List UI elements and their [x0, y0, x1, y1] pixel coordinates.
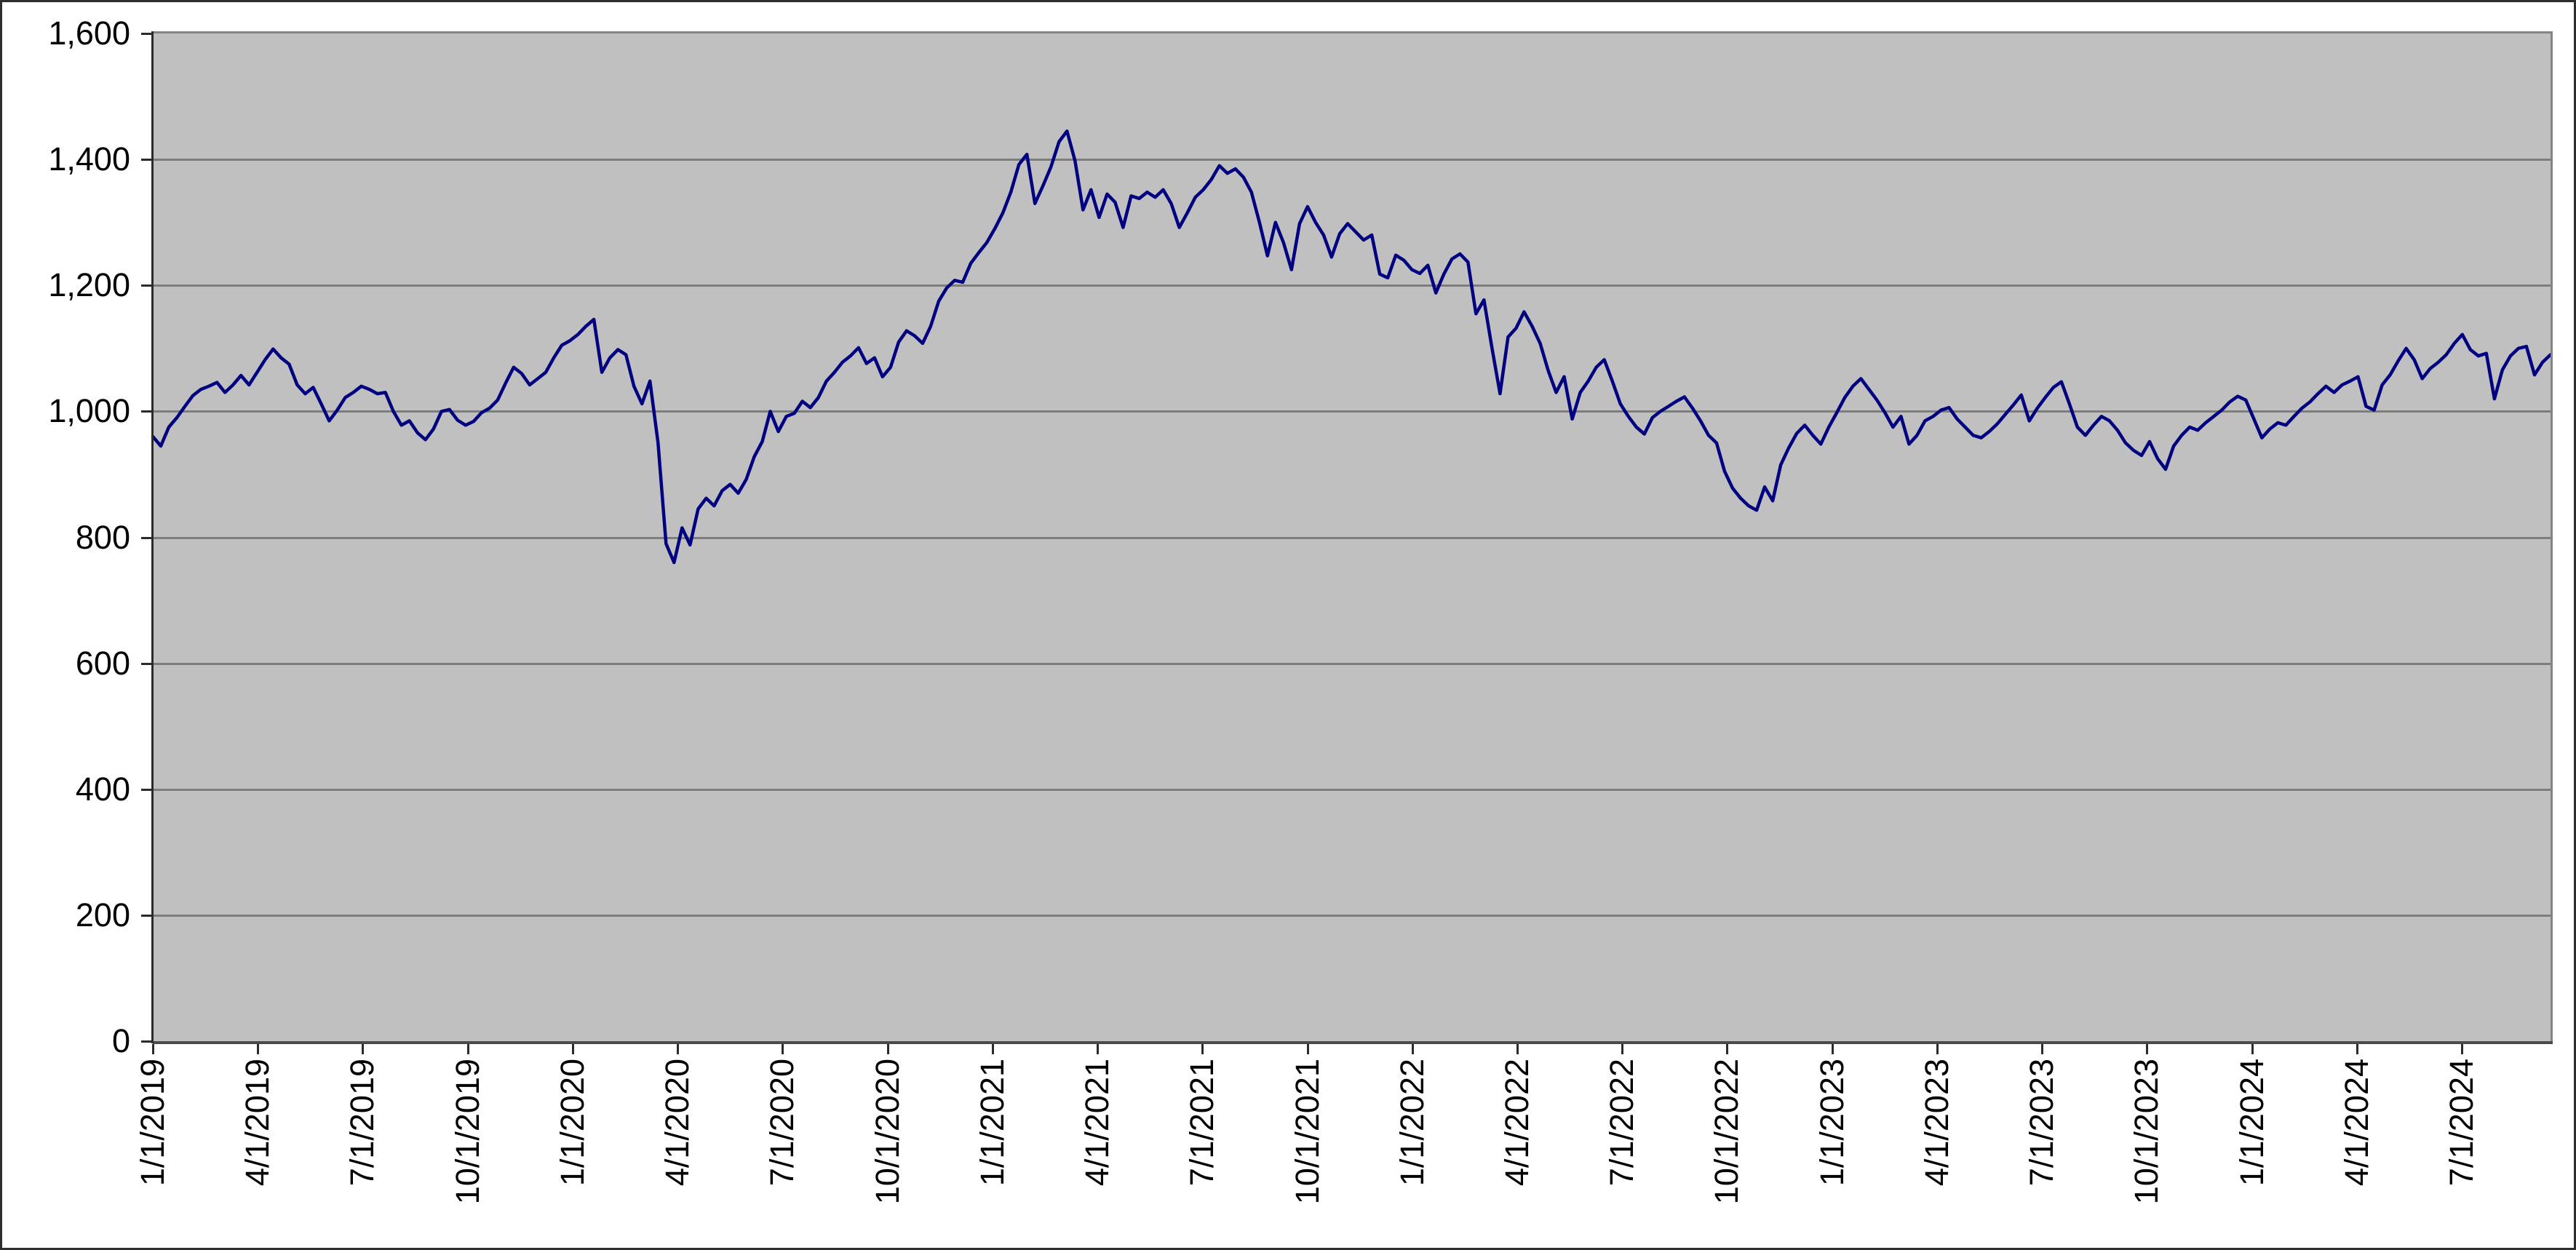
x-axis-tick — [782, 1044, 784, 1054]
y-axis-label: 1,000 — [48, 392, 130, 430]
x-axis-tick — [886, 1044, 889, 1054]
y-axis-tick — [141, 536, 153, 539]
x-axis-tick — [677, 1044, 680, 1054]
y-axis-tick — [141, 662, 153, 665]
y-axis-tick — [141, 788, 153, 791]
x-axis-tick — [362, 1044, 365, 1054]
x-axis-tick — [152, 1044, 154, 1054]
x-axis-tick — [2251, 1044, 2254, 1054]
y-axis-label: 200 — [75, 896, 130, 933]
data-series-line — [151, 129, 2553, 565]
x-axis-tick — [1201, 1044, 1204, 1054]
y-axis-tick — [141, 33, 153, 35]
y-axis-tick — [141, 1040, 153, 1043]
plot-border-top — [153, 31, 2553, 33]
x-axis-label: 7/1/2022 — [1603, 1059, 1641, 1187]
x-axis-tick — [1097, 1044, 1100, 1054]
x-axis-label: 7/1/2019 — [343, 1059, 381, 1187]
x-axis-label: 10/1/2019 — [448, 1059, 486, 1205]
x-axis-tick — [1306, 1044, 1309, 1054]
x-axis-tick — [1936, 1044, 1939, 1054]
x-axis-tick — [1411, 1044, 1414, 1054]
x-axis-label: 4/1/2019 — [239, 1059, 277, 1187]
y-axis-tick — [141, 159, 153, 162]
gridline — [153, 284, 2551, 287]
plot-border-right — [2551, 31, 2553, 1041]
y-axis-label: 600 — [75, 644, 130, 682]
y-axis-label: 0 — [111, 1022, 130, 1059]
x-axis-label: 10/1/2020 — [868, 1059, 906, 1205]
x-axis-tick — [1516, 1044, 1519, 1054]
x-axis-tick — [991, 1044, 994, 1054]
gridline — [153, 914, 2551, 917]
x-axis-tick — [1831, 1044, 1834, 1054]
x-axis-label: 10/1/2021 — [1288, 1059, 1326, 1205]
gridline — [153, 662, 2551, 665]
x-axis-tick — [571, 1044, 574, 1054]
gridline — [153, 159, 2551, 162]
y-axis-label: 1,600 — [48, 15, 130, 52]
x-axis-line — [153, 1041, 2553, 1044]
x-axis-label: 7/1/2023 — [2023, 1059, 2061, 1187]
x-axis-label: 1/1/2020 — [553, 1059, 591, 1187]
x-axis-label: 7/1/2024 — [2443, 1059, 2480, 1187]
x-axis-tick — [2356, 1044, 2358, 1054]
x-axis-tick — [2146, 1044, 2149, 1054]
x-axis-tick — [2461, 1044, 2463, 1054]
y-axis-tick — [141, 284, 153, 287]
x-axis-label: 10/1/2022 — [1708, 1059, 1746, 1205]
y-axis-tick — [141, 410, 153, 413]
x-axis-label: 1/1/2023 — [1813, 1059, 1850, 1187]
x-axis-label: 4/1/2024 — [2337, 1059, 2375, 1187]
y-axis-tick — [141, 914, 153, 917]
x-axis-label: 10/1/2023 — [2128, 1059, 2166, 1205]
x-axis-label: 1/1/2019 — [134, 1059, 171, 1187]
x-axis-tick — [466, 1044, 469, 1054]
y-axis-label: 1,200 — [48, 266, 130, 304]
x-axis-tick — [2041, 1044, 2044, 1054]
x-axis-tick — [1726, 1044, 1729, 1054]
gridline — [153, 536, 2551, 539]
x-axis-label: 4/1/2022 — [1498, 1059, 1535, 1187]
x-axis-label: 1/1/2021 — [973, 1059, 1011, 1187]
x-axis-label: 7/1/2020 — [763, 1059, 801, 1187]
x-axis-label: 7/1/2021 — [1183, 1059, 1221, 1187]
x-axis-label: 1/1/2022 — [1393, 1059, 1431, 1187]
x-axis-tick — [1621, 1044, 1624, 1054]
x-axis-tick — [257, 1044, 260, 1054]
x-axis-label: 4/1/2020 — [659, 1059, 696, 1187]
series-layer — [151, 129, 2553, 565]
x-axis-label: 1/1/2024 — [2233, 1059, 2270, 1187]
y-axis-label: 1,400 — [48, 140, 130, 178]
gridline — [153, 788, 2551, 791]
gridline — [153, 410, 2551, 413]
x-axis-label: 4/1/2023 — [1917, 1059, 1955, 1187]
x-axis-label: 4/1/2021 — [1078, 1059, 1116, 1187]
y-axis-label: 400 — [75, 770, 130, 808]
y-axis-label: 800 — [75, 518, 130, 556]
